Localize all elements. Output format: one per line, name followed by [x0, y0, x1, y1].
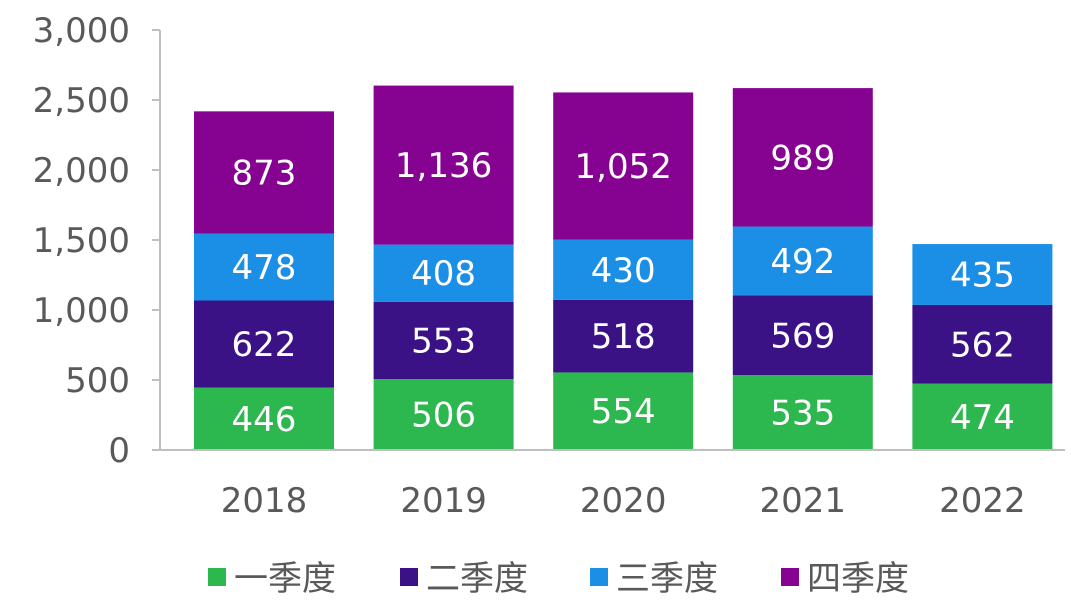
legend-swatch	[208, 568, 226, 586]
bar-segment	[553, 372, 694, 450]
data-labels-group: 446 622 478 873 506 553 408 1,136 554 518 430 1,052…	[232, 138, 1015, 439]
data-label: 562	[950, 325, 1015, 365]
bar-segment	[732, 226, 873, 296]
legend-label: 三季度	[616, 559, 718, 599]
y-axis: 0 500 1,000 1,500 2,000 2,500 3,000	[33, 11, 161, 471]
data-label: 435	[950, 256, 1015, 296]
y-tick-label: 1,500	[33, 221, 130, 261]
data-label: 553	[411, 321, 476, 361]
data-label: 569	[770, 316, 835, 356]
legend-swatch	[590, 568, 608, 586]
bar-segment	[732, 295, 873, 376]
bar-segment	[373, 379, 514, 450]
bar-segment	[553, 239, 694, 300]
x-tick-label: 2018	[221, 481, 308, 521]
data-label: 518	[591, 317, 656, 357]
bar-segment	[732, 88, 873, 227]
y-tick-label: 0	[108, 431, 130, 471]
legend-label: 二季度	[426, 559, 528, 599]
x-axis: 2018 2019 2020 2021 2022	[160, 449, 1065, 521]
bar-segment	[194, 387, 334, 450]
data-label: 989	[770, 138, 835, 178]
x-tick-label: 2019	[400, 481, 487, 521]
bar-segment	[912, 304, 1053, 384]
data-label: 408	[411, 254, 476, 294]
y-tick-label: 1,000	[33, 291, 130, 331]
bar-segment	[912, 383, 1053, 450]
y-tick-label: 2,500	[33, 81, 130, 121]
legend: 一季度 二季度 三季度 四季度	[208, 559, 909, 599]
data-label: 554	[591, 392, 656, 432]
data-label: 1,052	[575, 147, 672, 187]
data-label: 492	[770, 242, 835, 282]
bar-segment	[194, 233, 334, 301]
bar-segment	[912, 244, 1053, 305]
data-label: 1,136	[395, 146, 492, 186]
data-label: 535	[770, 394, 835, 434]
legend-swatch	[400, 568, 418, 586]
bar-segment	[373, 85, 514, 245]
bar-segment	[373, 244, 514, 302]
bar-segment	[553, 92, 694, 240]
bar-segment	[194, 300, 334, 388]
data-label: 622	[232, 325, 297, 365]
legend-label: 四季度	[807, 559, 909, 599]
bar-segment	[553, 299, 694, 373]
data-label: 506	[411, 396, 476, 436]
y-tick-label: 2,000	[33, 151, 130, 191]
legend-swatch	[781, 568, 799, 586]
data-label: 474	[950, 398, 1015, 438]
y-tick-label: 500	[65, 361, 130, 401]
bar-segment	[732, 375, 873, 450]
x-tick-label: 2020	[580, 481, 667, 521]
data-label: 446	[232, 400, 297, 440]
bar-segment	[194, 111, 334, 234]
bars-group	[194, 85, 1053, 450]
bar-segment	[373, 301, 514, 380]
data-label: 430	[591, 251, 656, 291]
data-label: 478	[232, 248, 297, 288]
y-tick-label: 3,000	[33, 11, 130, 51]
x-tick-label: 2021	[760, 481, 847, 521]
legend-label: 一季度	[234, 559, 336, 599]
x-tick-label: 2022	[939, 481, 1026, 521]
data-label: 873	[232, 153, 297, 193]
